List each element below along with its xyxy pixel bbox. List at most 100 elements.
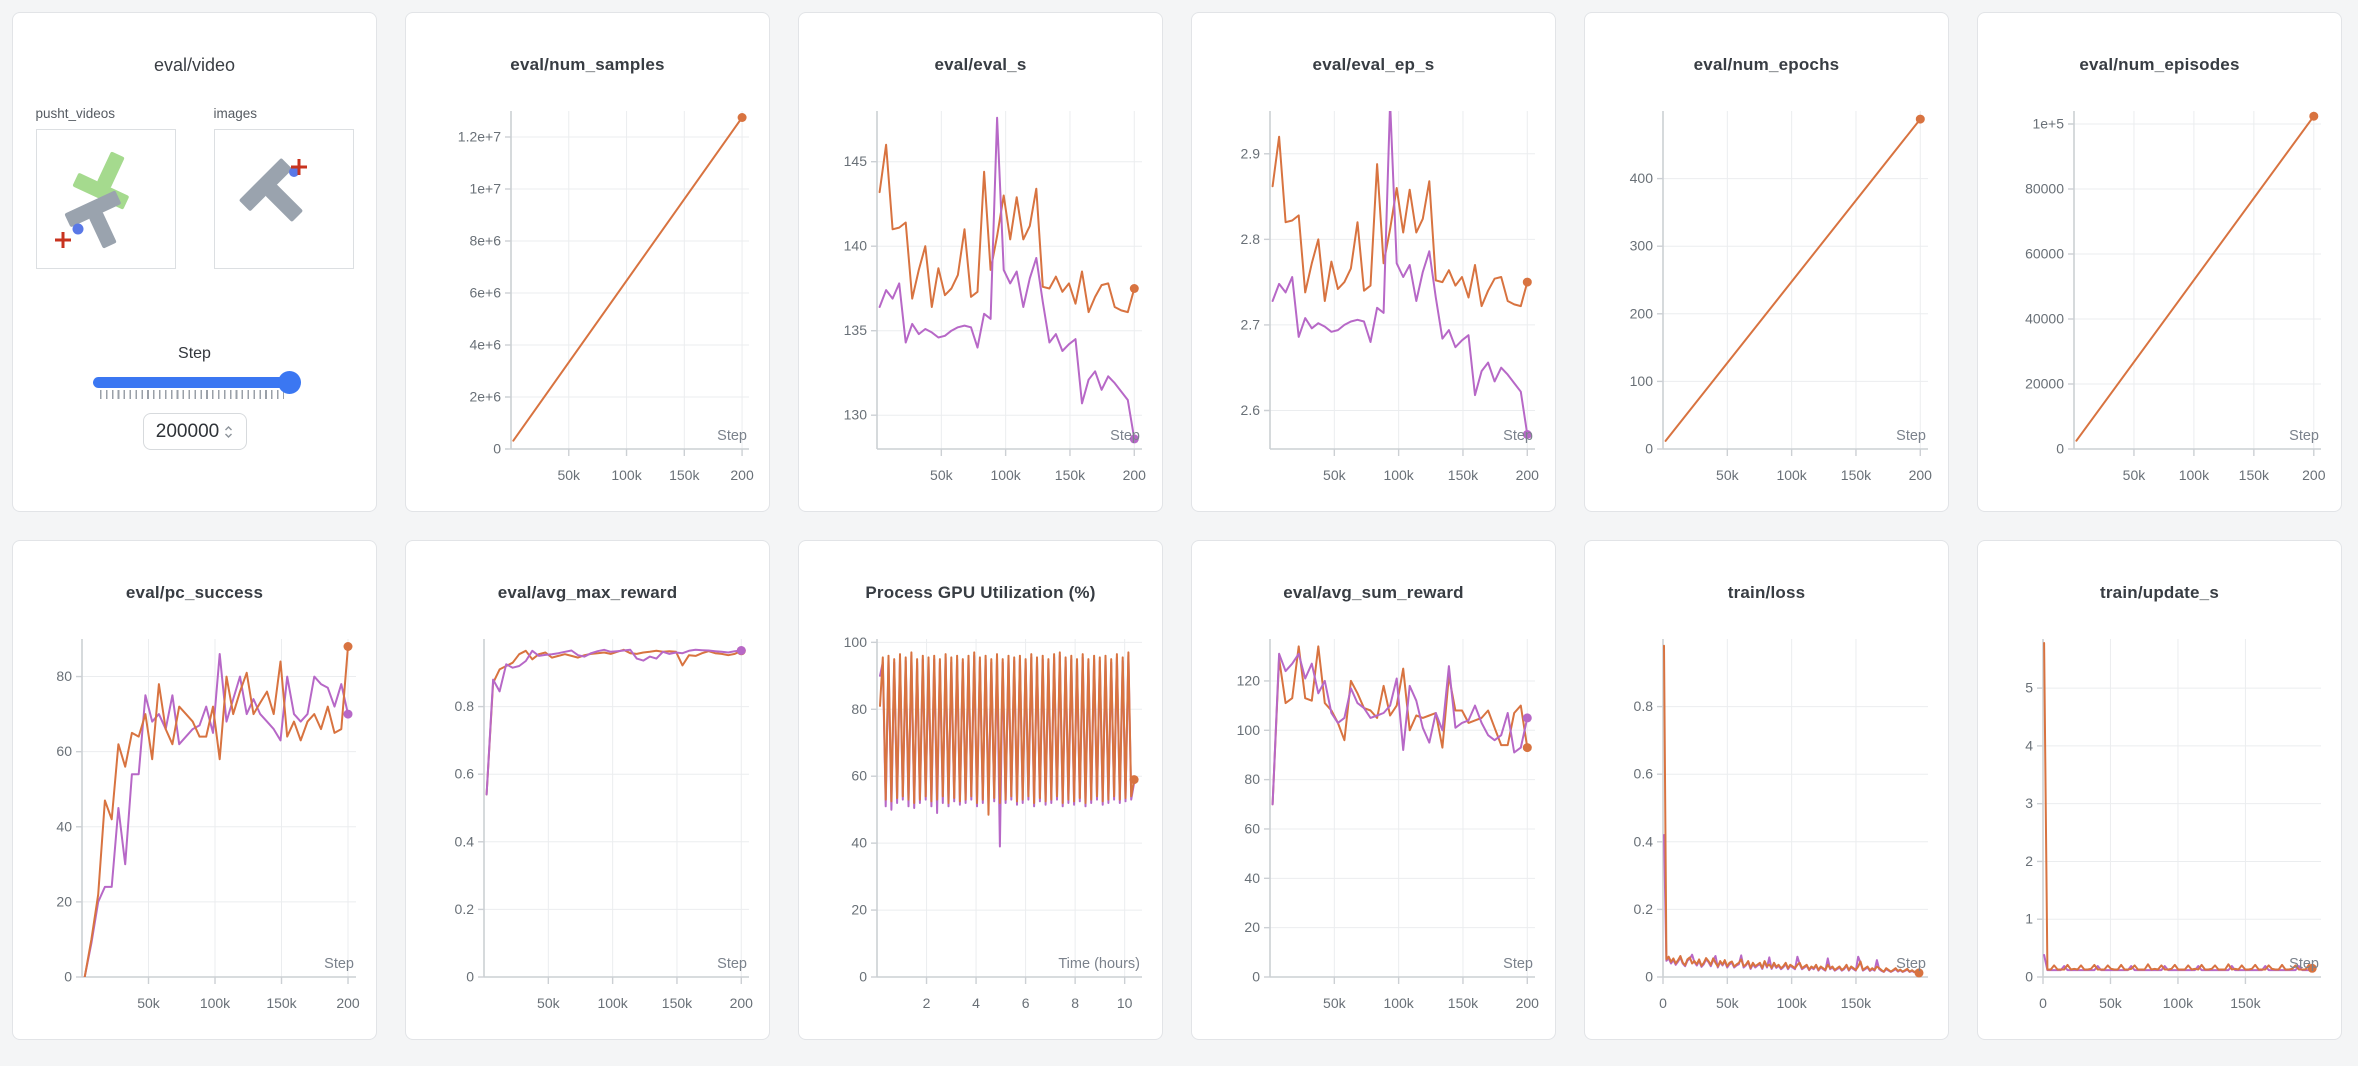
series-line-run-orange — [878, 143, 1135, 314]
x-tick-label: 150k — [2238, 467, 2269, 483]
x-tick-label: 100k — [2162, 995, 2193, 1011]
x-tick-label: 100k — [611, 467, 642, 483]
chart-plot[interactable]: 50k 100k 150k 200 2.6 2.7 2.8 2.9 Step — [1193, 75, 1555, 511]
y-tick-label: 80 — [851, 701, 867, 717]
panel-eval-num-samples[interactable]: eval/num_samples 50k 100k 150k 200 0 2e+6 4e+6… — [405, 12, 770, 512]
y-tick-label: 40 — [56, 818, 72, 834]
media-thumb-label: images — [213, 106, 258, 121]
series-end-dot-run-orange — [343, 642, 352, 651]
pusht-video-preview[interactable] — [35, 129, 176, 269]
x-tick-label: 50k — [2122, 467, 2146, 483]
x-tick-label: 200 — [1908, 467, 1932, 483]
chart-title: eval/num_samples — [510, 55, 665, 74]
series-line-run-purple — [83, 653, 349, 977]
series-end-dot-run-purple — [736, 646, 746, 655]
series-line-run-orange — [511, 116, 743, 442]
series-line-run-orange — [83, 645, 349, 977]
panel-eval-num-epochs[interactable]: eval/num_epochs 50k 100k 150k 200 0 100 200 300… — [1584, 12, 1949, 512]
x-axis-title: Step — [1896, 956, 1926, 972]
x-axis-title: Step — [1896, 428, 1926, 444]
y-tick-label: 0.2 — [454, 901, 474, 917]
x-tick-label: 0 — [1659, 995, 1667, 1011]
series-line-run-orange — [1271, 135, 1528, 308]
series-line-run-orange — [1664, 118, 1921, 442]
panel-title: eval/video — [153, 55, 236, 75]
y-tick-label: 60000 — [2025, 246, 2064, 262]
series-line-run-orange — [485, 648, 742, 796]
panel-train-loss[interactable]: train/loss 0 50k 100k 150k 0 0.2 0.4 0.6 0.8 Step — [1584, 540, 1949, 1040]
x-axis-title: Step — [717, 956, 747, 972]
step-slider-label: Step — [178, 345, 211, 362]
y-tick-label: 60 — [56, 743, 72, 759]
series-end-dot-run-purple — [343, 709, 352, 719]
y-tick-label: 80000 — [2025, 181, 2064, 197]
series-end-dot-run-purple — [1129, 434, 1139, 444]
chart-plot[interactable]: 50k 100k 150k 200 0 20 40 60 80 Step — [14, 603, 376, 1039]
x-tick-label: 50k — [1716, 995, 1740, 1011]
images-preview[interactable] — [213, 129, 354, 269]
y-tick-label: 60 — [1244, 820, 1260, 836]
series-end-dot-run-orange — [1914, 968, 1923, 978]
chart-plot[interactable]: 50k 100k 150k 200 0 2e+6 4e+6 6e+6 8e+6 1e+7 1.2e+… — [407, 75, 769, 511]
step-slider[interactable] — [92, 371, 301, 394]
chart-plot[interactable]: 50k 100k 150k 200 130 135 140 145 Step — [800, 75, 1162, 511]
media-thumb-pusht-videos: pusht_videos — [35, 106, 176, 269]
series-line-run-orange — [2074, 115, 2315, 442]
panel-eval-video[interactable]: eval/video pusht_videos — [12, 12, 377, 512]
chart-plot[interactable]: 50k 100k 150k 200 0 100 200 300 400 Step — [1586, 75, 1948, 511]
panel-eval-avg-max-reward[interactable]: eval/avg_max_reward 50k 100k 150k 200 0 0.2 0.… — [405, 540, 770, 1040]
chart-title: eval/eval_s — [934, 55, 1027, 74]
chart-plot[interactable]: 50k 100k 150k 200 0 20 40 60 80 100 120 Step — [1193, 603, 1555, 1039]
series-end-dot-run-orange — [2307, 963, 2317, 973]
chart-title: eval/eval_ep_s — [1312, 55, 1435, 74]
y-tick-label: 20 — [851, 902, 867, 918]
y-tick-label: 4e+6 — [469, 337, 501, 353]
y-tick-label: 0 — [64, 969, 72, 985]
y-tick-label: 200 — [1629, 305, 1653, 321]
series-line-run-orange — [1662, 644, 1920, 974]
x-tick-label: 100k — [1383, 995, 1414, 1011]
series-end-dot-run-orange — [1522, 743, 1532, 753]
panel-eval-num-episodes[interactable]: eval/num_episodes 50k 100k 150k 200 0 20000 40… — [1977, 12, 2342, 512]
y-tick-label: 40 — [1244, 870, 1260, 886]
chart-title: eval/num_epochs — [1693, 55, 1840, 74]
chart-plot[interactable]: 50k 100k 150k 200 0 0.2 0.4 0.6 0.8 Step — [407, 603, 769, 1039]
y-tick-label: 0.8 — [1633, 698, 1653, 714]
panel-eval-avg-sum-reward[interactable]: eval/avg_sum_reward 50k 100k 150k 200 0 20 40 6… — [1191, 540, 1556, 1040]
chart-plot[interactable]: 50k 100k 150k 200 0 20000 40000 60000 80000 1e+5 S… — [1979, 75, 2341, 511]
chart-plot[interactable]: 0 50k 100k 150k 0 1 2 3 4 5 Step — [1979, 603, 2341, 1039]
y-tick-label: 2.7 — [1240, 316, 1260, 332]
chart-plot[interactable]: 0 50k 100k 150k 0 0.2 0.4 0.6 0.8 Step — [1586, 603, 1948, 1039]
series-end-dot-run-orange — [2308, 111, 2318, 121]
spinner-chevrons-icon — [225, 425, 233, 438]
y-tick-label: 6e+6 — [469, 285, 501, 301]
panel-process-gpu-utilization[interactable]: Process GPU Utilization (%) 2 4 6 8 10 0 20 40 6… — [798, 540, 1163, 1040]
x-tick-label: 50k — [557, 467, 581, 483]
panel-eval-pc-success[interactable]: eval/pc_success 50k 100k 150k 200 0 20 40 60 80 S… — [12, 540, 377, 1040]
y-tick-label: 20000 — [2025, 376, 2064, 392]
x-tick-label: 200 — [730, 467, 754, 483]
y-tick-label: 400 — [1629, 170, 1653, 186]
step-slider-knob[interactable] — [277, 371, 301, 394]
step-input-spinner[interactable] — [224, 424, 233, 440]
x-tick-label: 6 — [1021, 995, 1029, 1011]
y-tick-label: 140 — [843, 238, 867, 254]
series-line-run-purple — [1271, 111, 1528, 436]
x-tick-label: 200 — [336, 995, 360, 1011]
y-tick-label: 130 — [843, 407, 867, 423]
x-axis-title: Step — [1110, 428, 1140, 444]
y-tick-label: 145 — [843, 153, 867, 169]
series-line-run-orange — [2042, 642, 2313, 971]
panel-train-update-s[interactable]: train/update_s 0 50k 100k 150k 0 1 2 3 4 5 Step — [1977, 540, 2342, 1040]
y-tick-label: 0 — [466, 969, 474, 985]
x-tick-label: 200 — [729, 995, 753, 1011]
images-scene-thumbnail — [239, 158, 307, 222]
y-tick-label: 2.6 — [1240, 402, 1260, 418]
images-gray-t-shape — [239, 158, 302, 222]
panel-eval-eval-s[interactable]: eval/eval_s 50k 100k 150k 200 130 135 140 145 St… — [798, 12, 1163, 512]
step-input[interactable]: 200000 — [142, 413, 247, 450]
panel-eval-eval-ep-s[interactable]: eval/eval_ep_s 50k 100k 150k 200 2.6 2.7 2.8 2.… — [1191, 12, 1556, 512]
media-thumbnails: pusht_videos — [13, 106, 376, 269]
x-tick-label: 50k — [1323, 995, 1347, 1011]
